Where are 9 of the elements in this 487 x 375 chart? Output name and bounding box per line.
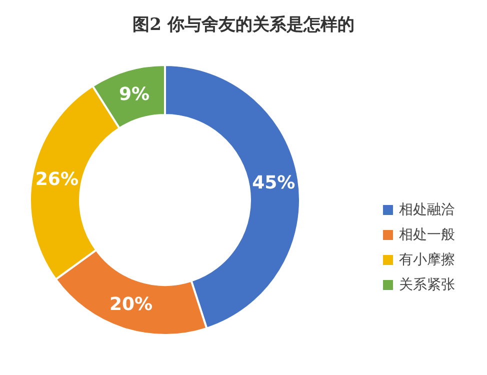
legend-label: 关系紧张 — [399, 277, 455, 293]
data-label: 26% — [35, 168, 78, 190]
data-label: 9% — [119, 84, 150, 105]
legend-label: 有小摩擦 — [399, 252, 455, 268]
legend-label: 相处一般 — [399, 227, 455, 243]
chart-title: 图2 你与舍友的关系是怎样的 — [132, 15, 354, 35]
legend-label: 相处融洽 — [399, 202, 455, 218]
data-label: 20% — [109, 294, 153, 316]
data-label: 45% — [252, 172, 296, 194]
